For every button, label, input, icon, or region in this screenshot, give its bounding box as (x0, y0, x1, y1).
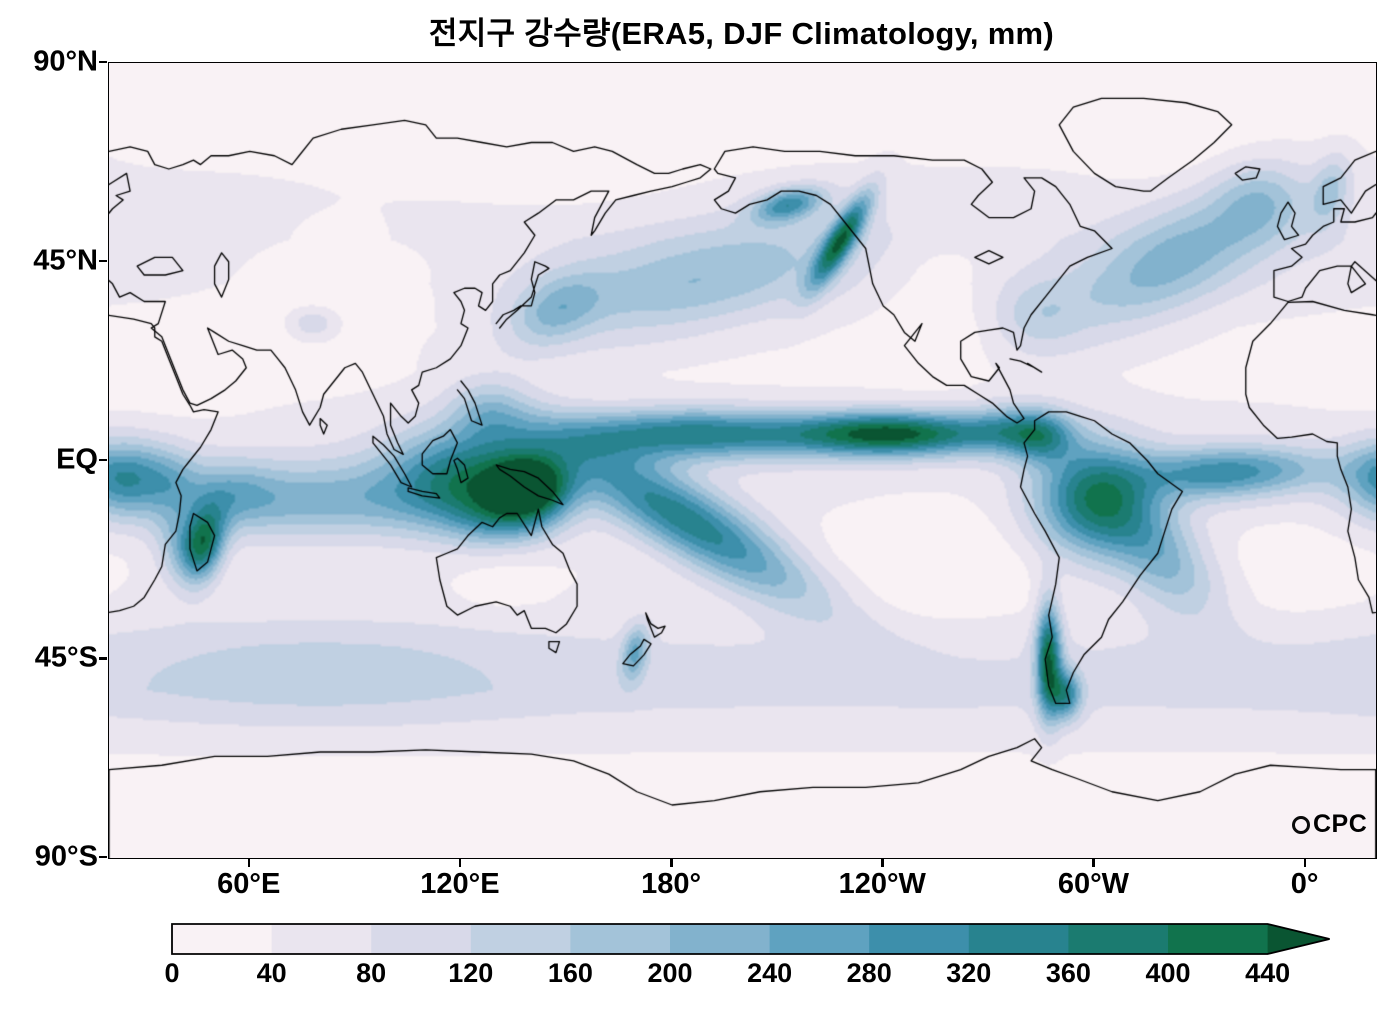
x-tick-label: 120°E (420, 868, 500, 900)
x-tick-mark (1092, 859, 1095, 867)
y-tick-mark (99, 259, 107, 263)
x-tick-mark (1303, 859, 1306, 867)
world-precipitation-map (108, 62, 1377, 859)
colorbar-tick-label: 440 (1245, 958, 1291, 988)
colorbar-tick-label: 40 (256, 958, 287, 988)
y-tick-label: 90°S (34, 840, 98, 873)
y-tick-label: 90°N (33, 45, 98, 78)
x-tick-label: 0° (1290, 868, 1319, 900)
ocpc-watermark: CPC (1292, 810, 1367, 839)
colorbar-tick-label: 400 (1145, 958, 1191, 988)
colorbar-tick-label: 120 (448, 958, 494, 988)
x-tick-label: 120°W (838, 868, 926, 900)
colorbar-tick-label: 80 (356, 958, 387, 988)
colorbar-tick-label: 280 (846, 958, 892, 988)
globe-icon (1292, 815, 1310, 834)
y-tick-label: 45°N (33, 244, 98, 277)
y-tick-label: 45°S (34, 641, 98, 674)
y-tick-mark (99, 856, 107, 859)
colorbar-tick-label: 0 (164, 958, 180, 988)
colorbar-tick-label: 160 (547, 958, 593, 988)
x-tick-mark (458, 859, 462, 867)
y-tick-label: EQ (56, 443, 98, 475)
x-tick-mark (881, 859, 884, 867)
x-tick-label: 60°E (217, 868, 281, 900)
x-tick-label: 180° (641, 868, 702, 900)
x-tick-mark (670, 859, 673, 867)
y-tick-mark (99, 657, 107, 660)
y-tick-mark (99, 61, 107, 64)
colorbar-tick-label: 320 (946, 958, 992, 988)
y-tick-mark (99, 458, 107, 461)
colorbar-tick-label: 200 (647, 958, 693, 988)
figure-title: 전지구 강수량(ERA5, DJF Climatology, mm) (428, 16, 1055, 51)
colorbar (171, 923, 1330, 955)
watermark-text: CPC (1313, 810, 1368, 838)
x-tick-label: 60°W (1057, 868, 1130, 900)
colorbar-tick-label: 360 (1045, 958, 1091, 988)
colorbar-tick-label: 240 (747, 958, 793, 988)
x-tick-mark (247, 859, 251, 867)
